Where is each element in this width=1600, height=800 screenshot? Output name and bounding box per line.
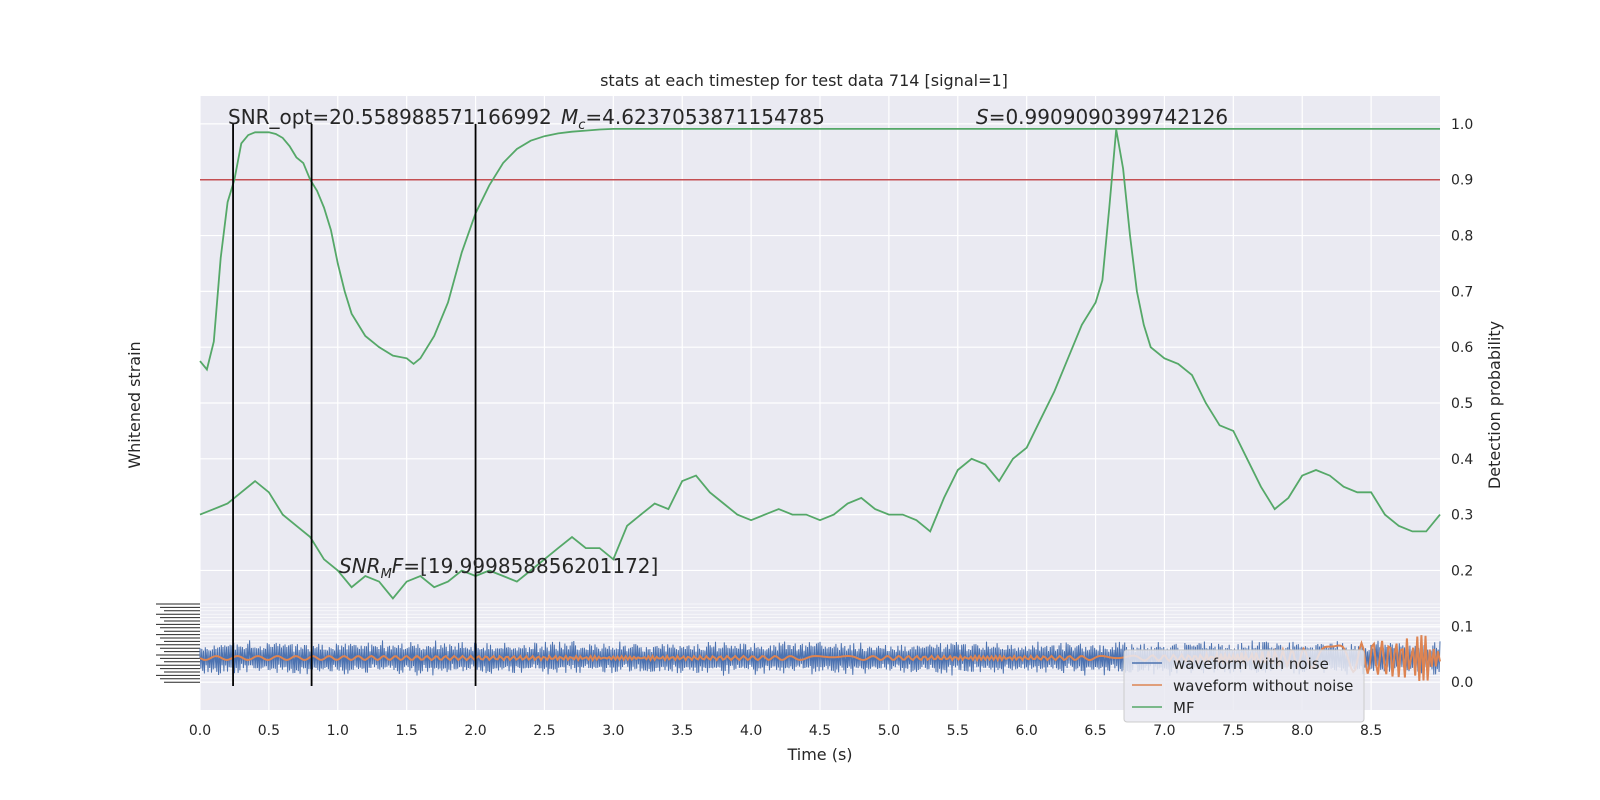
x-tick-label: 0.0 xyxy=(189,723,211,739)
x-tick-label: 7.5 xyxy=(1222,723,1244,739)
legend-label-mf: MF xyxy=(1173,699,1195,717)
mc-subscript: c xyxy=(578,118,585,133)
chart-title: stats at each timestep for test data 714… xyxy=(600,71,1008,90)
snrmf-symbol: SNR xyxy=(339,554,381,578)
mc-symbol: M xyxy=(561,105,578,129)
probability-series xyxy=(199,128,1441,600)
x-tick-label: 6.5 xyxy=(1084,723,1106,739)
y-tick-label: 0.1 xyxy=(1451,619,1473,635)
y-tick-label: 0.5 xyxy=(1451,396,1473,412)
left-y-axis-label: Whitened strain xyxy=(125,341,144,468)
x-tick-label: 1.0 xyxy=(327,723,349,739)
x-tick-label: 5.0 xyxy=(878,723,900,739)
annotation-snr-opt: SNR_opt=20.558988571166992 xyxy=(228,105,552,129)
x-tick-label: 4.5 xyxy=(809,723,831,739)
series-mf-running xyxy=(199,129,1441,600)
legend-box xyxy=(1123,649,1365,723)
s-symbol: S xyxy=(976,105,989,129)
x-tick-label: 8.5 xyxy=(1360,723,1382,739)
y-tick-label: 0.6 xyxy=(1451,340,1473,356)
x-tick-labels: 0.0 0.5 1.0 1.5 2.0 2.5 3.0 3.5 4.0 4.5 5.0 5.5 6.0 6… xyxy=(189,723,1382,739)
x-tick-label: 8.0 xyxy=(1291,723,1313,739)
y-tick-label: 0.2 xyxy=(1451,563,1473,579)
x-tick-label: 1.5 xyxy=(396,723,418,739)
snrmf-tail: F xyxy=(392,554,404,578)
snrmf-subscript: M xyxy=(381,567,392,582)
y-tick-label: 0.9 xyxy=(1451,173,1473,189)
mc-value: =4.6237053871154785 xyxy=(585,105,824,129)
legend-label-noise: waveform with noise xyxy=(1173,655,1329,673)
y-tick-label: 0.0 xyxy=(1451,675,1473,691)
annotation-snr-mf: SNRMF=[19.999858856201172] xyxy=(339,554,658,582)
x-tick-label: 7.0 xyxy=(1153,723,1175,739)
legend: waveform with noise waveform without noi… xyxy=(1123,649,1365,723)
x-tick-label: 6.0 xyxy=(1016,723,1038,739)
snrmf-value: =[19.999858856201172] xyxy=(403,554,658,578)
x-tick-label: 3.0 xyxy=(602,723,624,739)
y-tick-label: 0.3 xyxy=(1451,508,1473,524)
y-tick-labels: 0.0 0.1 0.2 0.3 0.4 0.5 0.6 0.7 0.8 0.9 1.0 xyxy=(1451,117,1473,691)
s-value: =0.9909090399742126 xyxy=(989,105,1228,129)
x-tick-label: 2.0 xyxy=(464,723,486,739)
x-tick-label: 5.5 xyxy=(947,723,969,739)
x-tick-label: 3.5 xyxy=(671,723,693,739)
vertical-markers xyxy=(232,123,477,686)
y-tick-label: 0.8 xyxy=(1451,229,1473,245)
annotation-s: S=0.9909090399742126 xyxy=(976,105,1228,129)
y-tick-label: 1.0 xyxy=(1451,117,1473,133)
legend-label-clean: waveform without noise xyxy=(1173,677,1353,695)
series-mf xyxy=(199,128,1440,372)
right-y-axis-label: Detection probability xyxy=(1485,321,1504,489)
annotation-mc: Mc=4.6237053871154785 xyxy=(561,105,825,133)
y-tick-label: 0.4 xyxy=(1451,452,1473,468)
x-axis-label: Time (s) xyxy=(786,745,852,764)
x-tick-label: 0.5 xyxy=(258,723,280,739)
y-tick-label: 0.7 xyxy=(1451,284,1473,300)
x-tick-label: 4.0 xyxy=(740,723,762,739)
x-tick-label: 2.5 xyxy=(533,723,555,739)
